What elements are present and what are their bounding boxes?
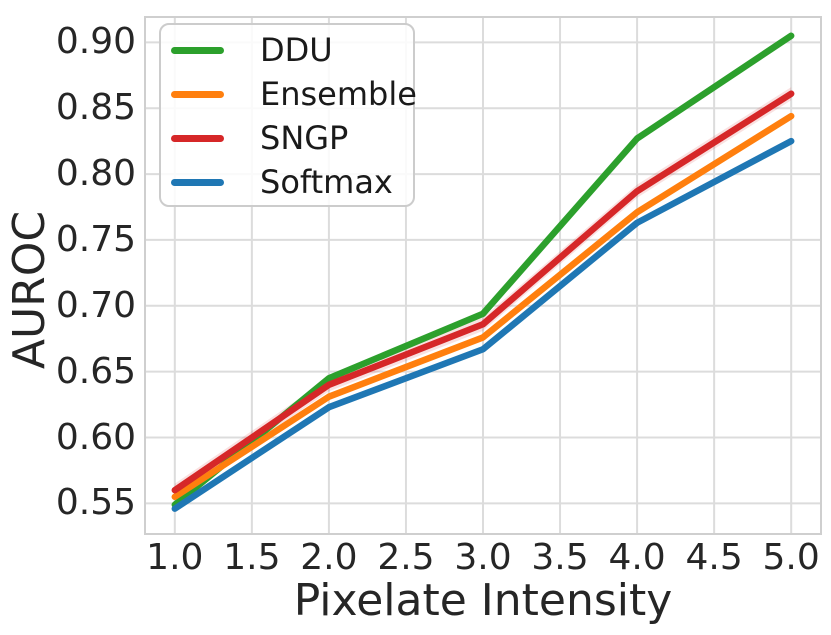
chart-canvas <box>144 16 822 535</box>
x-tick-label-2.0: 2.0 <box>300 537 358 578</box>
y-tick-label-0.75: 0.75 <box>55 218 136 260</box>
series-line-sngp <box>171 90 795 494</box>
plot-area <box>144 16 822 535</box>
x-tick-label-1.0: 1.0 <box>146 537 204 578</box>
x-tick-label-4.0: 4.0 <box>608 537 666 578</box>
x-tick-label-4.5: 4.5 <box>685 537 743 578</box>
legend-label-ensemble: Ensemble <box>260 75 417 113</box>
legend-swatch-sngp <box>171 134 224 142</box>
series-line-softmax <box>171 137 795 512</box>
legend-swatch-softmax <box>171 178 224 186</box>
legend-item-sngp: SNGP <box>161 116 413 160</box>
legend-label-softmax: Softmax <box>260 163 393 201</box>
y-tick-label-0.65: 0.65 <box>55 350 136 392</box>
y-axis-label: AUROC <box>4 210 55 370</box>
x-tick-label-3.0: 3.0 <box>454 537 512 578</box>
legend-label-ddu: DDU <box>260 31 333 69</box>
y-tick-label-0.60: 0.60 <box>55 416 136 458</box>
x-tick-label-2.5: 2.5 <box>377 537 435 578</box>
legend-label-sngp: SNGP <box>260 119 349 157</box>
y-tick-label-0.90: 0.90 <box>55 21 136 63</box>
x-tick-label-1.5: 1.5 <box>223 537 281 578</box>
y-tick-label-0.85: 0.85 <box>55 87 136 129</box>
y-tick-label-0.70: 0.70 <box>55 284 136 326</box>
x-tick-label-5.0: 5.0 <box>762 537 820 578</box>
legend-item-softmax: Softmax <box>161 160 413 204</box>
x-axis-label: Pixelate Intensity <box>293 575 673 626</box>
legend-swatch-ddu <box>171 46 224 54</box>
y-tick-label-0.55: 0.55 <box>55 482 136 524</box>
legend-item-ensemble: Ensemble <box>161 72 417 116</box>
y-tick-label-0.80: 0.80 <box>55 153 136 195</box>
legend: DDU Ensemble SNGP Softmax <box>159 23 417 207</box>
legend-item-ddu: DDU <box>161 28 413 72</box>
plot-border <box>144 16 822 535</box>
legend-swatch-ensemble <box>171 90 224 98</box>
series-line-ensemble <box>171 112 795 501</box>
x-tick-label-3.5: 3.5 <box>531 537 589 578</box>
